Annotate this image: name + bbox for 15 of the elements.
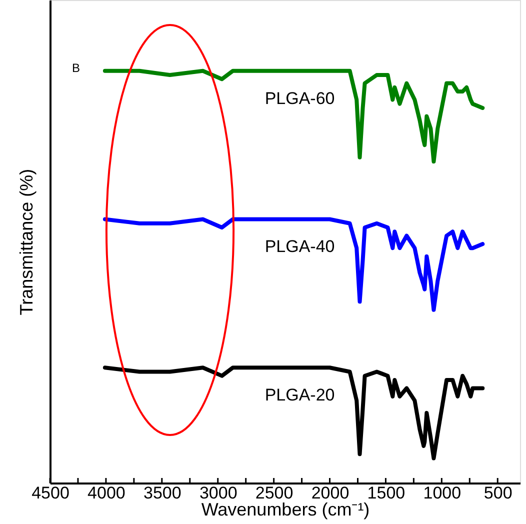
x-tick-label: 500	[484, 484, 512, 502]
series-label: PLGA-40	[264, 237, 335, 256]
x-tick-label: 3000	[199, 484, 238, 502]
series-label: PLGA-60	[264, 88, 335, 108]
series-label: PLGA-20	[264, 386, 335, 405]
x-tick-label: 2500	[255, 484, 294, 502]
x-axis-title: Wavenumbers (cm⁻¹)	[201, 500, 370, 520]
annotation: B	[72, 61, 80, 75]
x-tick-label: 4500	[32, 484, 70, 502]
x-tick-label: 4000	[88, 484, 126, 502]
x-tick-label: 3500	[143, 484, 182, 502]
x-tick-label: 1000	[423, 484, 462, 502]
y-axis-title: Transmittance (%)	[16, 168, 36, 316]
x-tick-label: 1500	[367, 484, 406, 502]
x-tick-label: 2000	[311, 484, 350, 502]
